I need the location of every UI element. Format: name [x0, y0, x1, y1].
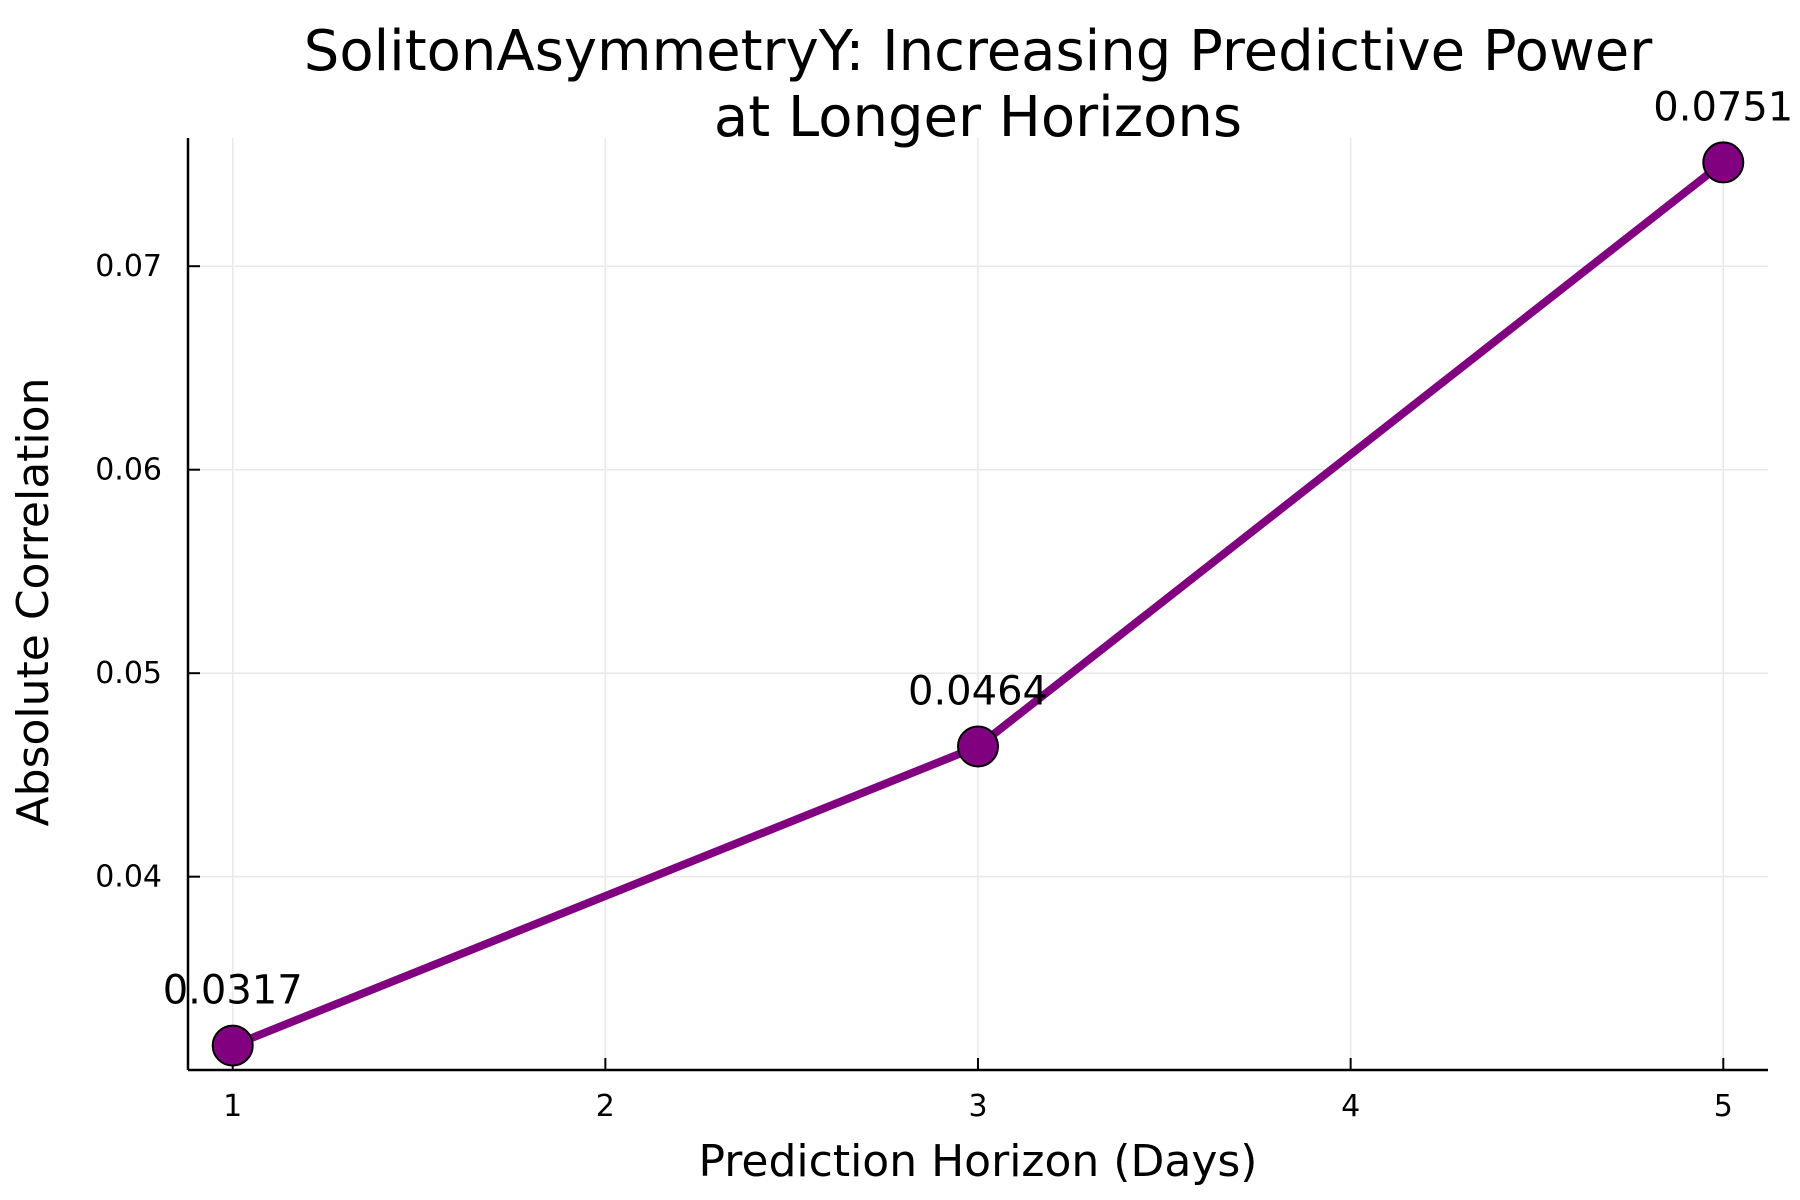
data-point	[211, 1024, 254, 1067]
data-point	[1702, 141, 1745, 184]
x-tick-label: 5	[1714, 1089, 1733, 1124]
y-ticks: 0.04 0.05 0.06 0.07	[95, 249, 200, 895]
y-tick-label: 0.06	[95, 453, 162, 488]
x-tick-label: 2	[596, 1089, 615, 1124]
x-ticks: 1 2 3 4 5	[223, 1058, 1733, 1124]
data-label: 0.0751	[1653, 84, 1793, 130]
grid	[188, 138, 1768, 1070]
data-label: 0.0464	[908, 668, 1048, 714]
y-tick-label: 0.05	[95, 656, 162, 691]
x-tick-label: 1	[223, 1089, 242, 1124]
y-axis-label: Absolute Correlation	[8, 378, 59, 827]
chart-title-line-1: SolitonAsymmetryY: Increasing Predictive…	[304, 19, 1653, 84]
y-tick-label: 0.04	[95, 860, 162, 895]
data-label: 0.0317	[163, 968, 303, 1014]
x-tick-label: 3	[968, 1089, 987, 1124]
x-axis-label: Prediction Horizon (Days)	[699, 1136, 1258, 1187]
data-point	[957, 725, 999, 768]
series	[211, 141, 1745, 1067]
x-tick-label: 4	[1341, 1089, 1360, 1124]
y-tick-label: 0.07	[95, 249, 162, 284]
data-labels: 0.0317 0.0464 0.0751	[163, 84, 1794, 1013]
